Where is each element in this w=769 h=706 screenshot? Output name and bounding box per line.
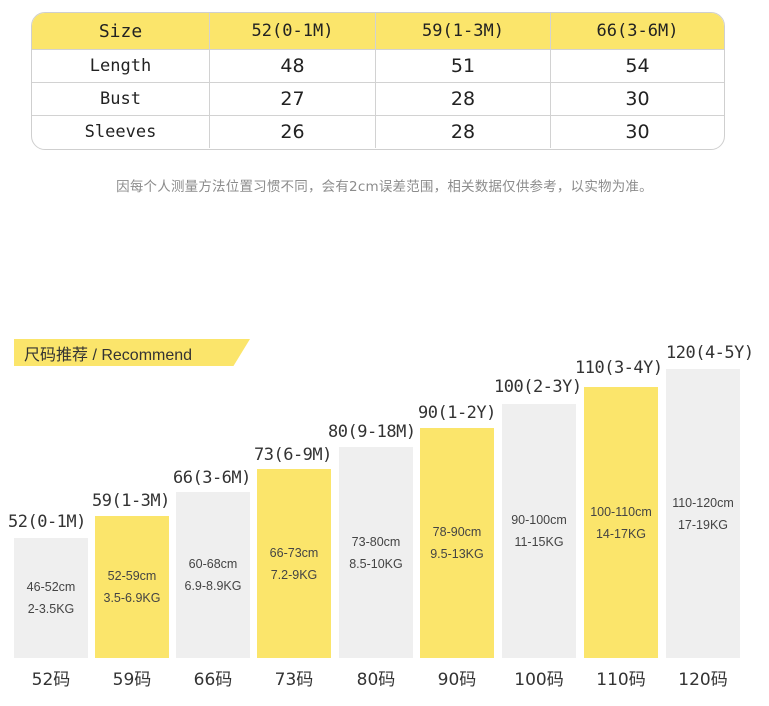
measurement-note: 因每个人测量方法位置习惯不同，会有2cm误差范围，相关数据仅供参考，以实物为准。 <box>116 179 653 195</box>
size-bar: 78-90cm 9.5-13KG <box>420 428 494 658</box>
size-table: Size 52(0-1M) 59(1-3M) 66(3-6M) Length 4… <box>31 12 725 150</box>
recommend-title: 尺码推荐 / Recommend <box>24 347 193 364</box>
size-bar: 52-59cm 3.5-6.9KG <box>95 516 169 658</box>
table-row: Bust 27 28 30 <box>32 82 724 115</box>
size-bar: 110-120cm 17-19KG <box>666 369 740 658</box>
size-top-label: 110(3-4Y) <box>575 358 663 378</box>
size-code-label: 90码 <box>437 670 477 690</box>
height-range: 46-52cm <box>26 580 76 594</box>
size-code-label: 66码 <box>193 670 233 690</box>
header-cell-66: 66(3-6M) <box>550 13 724 49</box>
table-cell: 51 <box>375 50 550 82</box>
height-range: 78-90cm <box>432 525 482 539</box>
height-range: 110-120cm <box>672 495 734 510</box>
table-cell: 30 <box>550 116 724 148</box>
height-range: 73-80cm <box>351 534 401 549</box>
table-cell: 48 <box>209 50 375 82</box>
row-label-sleeves: Sleeves <box>84 122 157 142</box>
header-cell-size: Size <box>98 20 143 42</box>
size-top-label: 80(9-18M) <box>328 422 416 442</box>
size-code-label: 59码 <box>112 670 152 690</box>
table-row: Sleeves 26 28 30 <box>32 115 724 148</box>
height-range: 60-68cm <box>188 557 238 571</box>
weight-range: 6.9-8.9KG <box>184 579 242 593</box>
size-top-label: 120(4-5Y) <box>666 343 754 363</box>
size-top-label: 59(1-3M) <box>92 491 170 511</box>
recommend-banner <box>14 339 250 366</box>
size-top-label: 66(3-6M) <box>173 468 251 488</box>
size-code-label: 110码 <box>596 670 646 690</box>
row-label-bust: Bust <box>100 89 141 109</box>
header-cell-52: 52(0-1M) <box>209 13 375 49</box>
table-cell: 27 <box>209 83 375 115</box>
size-code-label: 100码 <box>514 670 564 690</box>
weight-range: 3.5-6.9KG <box>103 591 161 605</box>
table-cell: 28 <box>375 83 550 115</box>
size-code-label: 120码 <box>678 670 728 690</box>
height-range: 90-100cm <box>511 513 567 527</box>
size-code-label: 52码 <box>31 670 71 690</box>
height-range: 100-110cm <box>590 504 652 519</box>
height-range: 66-73cm <box>269 545 319 560</box>
table-cell: 54 <box>550 50 724 82</box>
table-cell: 26 <box>209 116 375 148</box>
table-cell: 28 <box>375 116 550 148</box>
weight-range: 8.5-10KG <box>349 556 403 571</box>
weight-range: 14-17KG <box>595 526 647 541</box>
size-bar: 60-68cm 6.9-8.9KG <box>176 492 250 658</box>
height-range: 52-59cm <box>107 569 157 583</box>
size-table-header: Size 52(0-1M) 59(1-3M) 66(3-6M) <box>32 13 724 49</box>
weight-range: 17-19KG <box>677 517 729 532</box>
table-row: Length 48 51 54 <box>32 49 724 82</box>
weight-range: 9.5-13KG <box>430 547 484 561</box>
size-bar: 73-80cm 8.5-10KG <box>339 447 413 658</box>
weight-range: 7.2-9KG <box>270 567 318 582</box>
size-bar: 90-100cm 11-15KG <box>502 404 576 658</box>
table-cell: 30 <box>550 83 724 115</box>
size-top-label: 90(1-2Y) <box>418 403 496 423</box>
size-bar: 66-73cm 7.2-9KG <box>257 469 331 658</box>
size-code-label: 73码 <box>274 670 314 690</box>
weight-range: 2-3.5KG <box>27 602 75 616</box>
header-cell-59: 59(1-3M) <box>375 13 550 49</box>
size-bar: 46-52cm 2-3.5KG <box>14 538 88 658</box>
size-bar: 100-110cm 14-17KG <box>584 387 658 658</box>
size-top-label: 73(6-9M) <box>254 445 332 465</box>
size-code-label: 80码 <box>356 670 396 690</box>
size-top-label: 100(2-3Y) <box>494 377 582 397</box>
weight-range: 11-15KG <box>514 535 564 549</box>
row-label-length: Length <box>89 56 152 76</box>
size-top-label: 52(0-1M) <box>8 512 86 532</box>
